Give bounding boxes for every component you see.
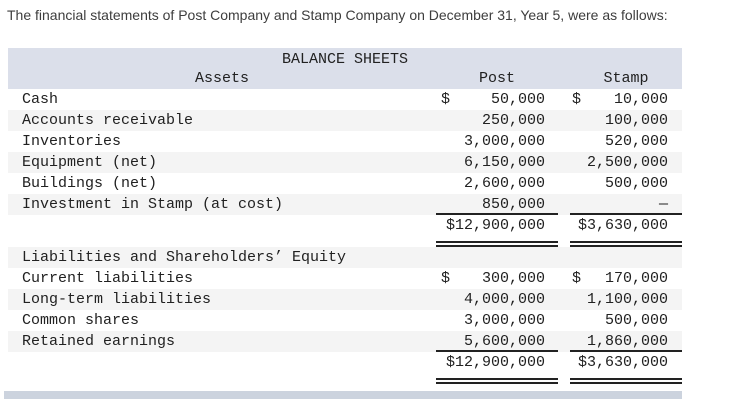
partial-next-section-bar xyxy=(4,391,682,399)
stamp-amount: 10,000 xyxy=(613,91,668,108)
stamp-amount: 500,000 xyxy=(604,312,668,329)
post-amount: 5,600,000 xyxy=(463,333,545,350)
post-amount: 300,000 xyxy=(481,270,545,287)
row-label: Accounts receivable xyxy=(22,112,194,129)
stamp-amount: 500,000 xyxy=(604,175,668,192)
row-label: Current liabilities xyxy=(22,270,194,287)
currency-symbol: $ xyxy=(572,91,582,108)
currency-symbol: $ xyxy=(441,270,451,287)
intro-text: The financial statements of Post Company… xyxy=(7,7,668,23)
row-label: Equipment (net) xyxy=(22,154,158,171)
post-amount: 850,000 xyxy=(481,196,545,213)
section-header-label: Liabilities and Shareholders’ Equity xyxy=(22,249,347,266)
table-row-equipment: Equipment (net) 6,150,000 2,500,000 xyxy=(8,152,682,173)
liabilities-section-header: Liabilities and Shareholders’ Equity xyxy=(8,247,682,268)
table-row-long-term-liabilities: Long-term liabilities 4,000,000 1,100,00… xyxy=(8,289,682,310)
stamp-amount: 520,000 xyxy=(604,133,668,150)
post-column-header: Post xyxy=(478,70,515,87)
row-label: Buildings (net) xyxy=(22,175,158,192)
stamp-amount: 170,000 xyxy=(604,270,668,287)
table-row-investment-in-stamp: Investment in Stamp (at cost) 850,000 — xyxy=(8,194,682,215)
post-amount: 250,000 xyxy=(481,112,545,129)
stamp-amount: 1,100,000 xyxy=(586,291,668,308)
assets-column-header: Assets xyxy=(194,70,249,87)
liabilities-total-row: $12,900,000 $3,630,000 xyxy=(8,352,682,384)
stamp-amount: — xyxy=(658,196,668,213)
assets-total-row: $12,900,000 $3,630,000 xyxy=(8,215,682,247)
post-amount: 6,150,000 xyxy=(463,154,545,171)
table-row-common-shares: Common shares 3,000,000 500,000 xyxy=(8,310,682,331)
row-label: Retained earnings xyxy=(22,333,176,350)
post-amount: 4,000,000 xyxy=(463,291,545,308)
stamp-amount: 2,500,000 xyxy=(586,154,668,171)
balance-sheet-table: BALANCE SHEETS Assets Post Stamp Cash $5… xyxy=(8,48,682,384)
table-row-inventories: Inventories 3,000,000 520,000 xyxy=(8,131,682,152)
stamp-total-amount: $3,630,000 xyxy=(577,217,668,234)
row-label: Inventories xyxy=(22,133,122,150)
table-title: BALANCE SHEETS xyxy=(281,51,409,68)
post-amount: 2,600,000 xyxy=(463,175,545,192)
currency-symbol: $ xyxy=(572,270,582,287)
row-label: Cash xyxy=(22,91,59,108)
currency-symbol: $ xyxy=(441,91,451,108)
stamp-amount: 100,000 xyxy=(604,112,668,129)
post-amount: 50,000 xyxy=(490,91,545,108)
post-total-amount: $12,900,000 xyxy=(445,354,545,371)
stamp-column-header: Stamp xyxy=(603,70,649,87)
table-row-current-liabilities: Current liabilities $300,000 $170,000 xyxy=(8,268,682,289)
table-row-cash: Cash $50,000 $10,000 xyxy=(8,89,682,110)
post-total-amount: $12,900,000 xyxy=(445,217,545,234)
table-row-retained-earnings: Retained earnings 5,600,000 1,860,000 xyxy=(8,331,682,352)
table-title-row: BALANCE SHEETS xyxy=(8,48,682,69)
stamp-total-amount: $3,630,000 xyxy=(577,354,668,371)
stamp-amount: 1,860,000 xyxy=(586,333,668,350)
post-amount: 3,000,000 xyxy=(463,312,545,329)
table-row-buildings: Buildings (net) 2,600,000 500,000 xyxy=(8,173,682,194)
row-label: Long-term liabilities xyxy=(22,291,212,308)
post-amount: 3,000,000 xyxy=(463,133,545,150)
row-label: Investment in Stamp (at cost) xyxy=(22,196,284,213)
row-label: Common shares xyxy=(22,312,140,329)
column-header-row: Assets Post Stamp xyxy=(8,69,682,89)
table-row-accounts-receivable: Accounts receivable 250,000 100,000 xyxy=(8,110,682,131)
